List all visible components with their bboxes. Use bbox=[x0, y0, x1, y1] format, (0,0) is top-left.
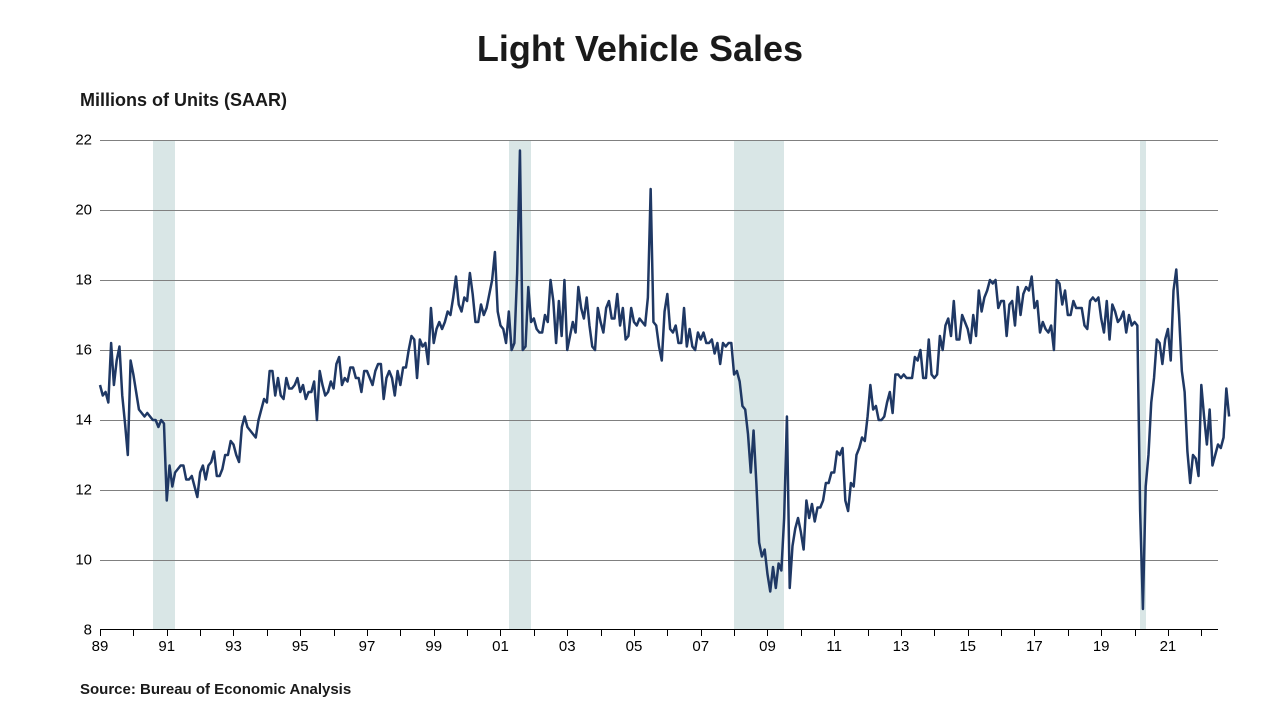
x-tick-mark bbox=[834, 630, 835, 636]
x-tick-mark bbox=[1068, 630, 1069, 636]
chart-source: Source: Bureau of Economic Analysis bbox=[80, 681, 351, 698]
x-tick-mark bbox=[100, 630, 101, 636]
x-tick-mark bbox=[133, 630, 134, 636]
chart-title: Light Vehicle Sales bbox=[0, 28, 1280, 70]
x-tick-mark bbox=[567, 630, 568, 636]
y-tick-label: 10 bbox=[52, 552, 92, 569]
x-tick-mark bbox=[1101, 630, 1102, 636]
x-tick-label: 01 bbox=[492, 638, 509, 655]
x-tick-mark bbox=[701, 630, 702, 636]
x-tick-label: 21 bbox=[1160, 638, 1177, 655]
data-line bbox=[100, 151, 1229, 610]
x-tick-mark bbox=[233, 630, 234, 636]
x-tick-mark bbox=[534, 630, 535, 636]
y-tick-label: 22 bbox=[52, 132, 92, 149]
y-tick-label: 14 bbox=[52, 412, 92, 429]
x-tick-mark bbox=[1001, 630, 1002, 636]
x-tick-label: 03 bbox=[559, 638, 576, 655]
x-tick-mark bbox=[367, 630, 368, 636]
x-tick-mark bbox=[868, 630, 869, 636]
x-tick-mark bbox=[601, 630, 602, 636]
x-tick-mark bbox=[634, 630, 635, 636]
x-tick-mark bbox=[1201, 630, 1202, 636]
x-tick-mark bbox=[200, 630, 201, 636]
x-tick-mark bbox=[500, 630, 501, 636]
plot-area: 8101214161820228991939597990103050709111… bbox=[100, 140, 1218, 630]
line-series bbox=[100, 140, 1218, 630]
x-tick-label: 13 bbox=[893, 638, 910, 655]
x-tick-mark bbox=[934, 630, 935, 636]
chart-container: { "title": { "text": "Light Vehicle Sale… bbox=[0, 0, 1280, 720]
x-tick-mark bbox=[1135, 630, 1136, 636]
x-tick-mark bbox=[667, 630, 668, 636]
x-tick-label: 05 bbox=[626, 638, 643, 655]
y-tick-label: 8 bbox=[52, 622, 92, 639]
x-tick-mark bbox=[267, 630, 268, 636]
x-tick-label: 89 bbox=[92, 638, 109, 655]
x-tick-mark bbox=[1168, 630, 1169, 636]
x-tick-label: 19 bbox=[1093, 638, 1110, 655]
y-tick-label: 16 bbox=[52, 342, 92, 359]
chart-subtitle: Millions of Units (SAAR) bbox=[80, 90, 287, 111]
x-tick-label: 07 bbox=[692, 638, 709, 655]
x-tick-label: 15 bbox=[959, 638, 976, 655]
x-tick-mark bbox=[167, 630, 168, 636]
x-tick-label: 97 bbox=[359, 638, 376, 655]
x-tick-label: 09 bbox=[759, 638, 776, 655]
x-tick-mark bbox=[434, 630, 435, 636]
x-tick-label: 17 bbox=[1026, 638, 1043, 655]
x-tick-mark bbox=[467, 630, 468, 636]
y-tick-label: 18 bbox=[52, 272, 92, 289]
x-tick-mark bbox=[801, 630, 802, 636]
x-tick-label: 99 bbox=[425, 638, 442, 655]
x-tick-mark bbox=[334, 630, 335, 636]
y-tick-label: 20 bbox=[52, 202, 92, 219]
x-tick-mark bbox=[734, 630, 735, 636]
x-tick-label: 93 bbox=[225, 638, 242, 655]
x-tick-label: 11 bbox=[826, 638, 842, 655]
x-tick-label: 91 bbox=[158, 638, 175, 655]
x-tick-mark bbox=[968, 630, 969, 636]
x-tick-mark bbox=[400, 630, 401, 636]
y-tick-label: 12 bbox=[52, 482, 92, 499]
x-tick-label: 95 bbox=[292, 638, 309, 655]
x-tick-mark bbox=[767, 630, 768, 636]
x-tick-mark bbox=[901, 630, 902, 636]
x-tick-mark bbox=[300, 630, 301, 636]
x-tick-mark bbox=[1034, 630, 1035, 636]
